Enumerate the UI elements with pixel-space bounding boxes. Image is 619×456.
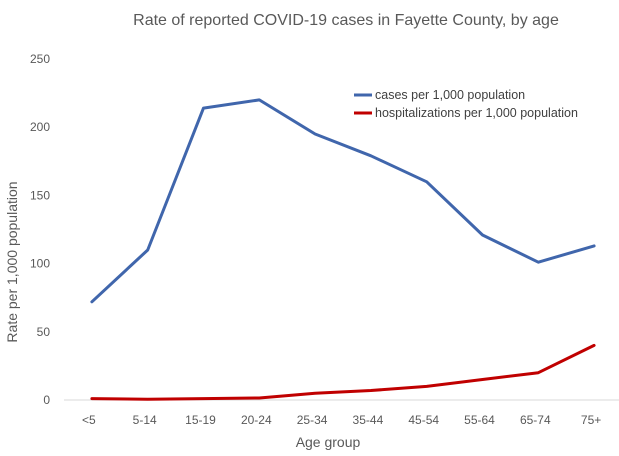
- legend: cases per 1,000 population hospitalizatio…: [354, 88, 578, 120]
- series-lines: [90, 98, 596, 401]
- y-axis-ticks: 0 50 100 150 200 250: [30, 52, 50, 407]
- x-tick-label: 65-74: [520, 413, 551, 427]
- legend-label-0: cases per 1,000 population: [375, 88, 525, 102]
- x-tick-label: 75+: [581, 413, 601, 427]
- y-tick-label: 200: [30, 120, 50, 134]
- legend-label-1: hospitalizations per 1,000 population: [375, 106, 578, 120]
- x-tick-label: 15-19: [185, 413, 216, 427]
- x-tick-label: 35-44: [353, 413, 384, 427]
- y-tick-label: 250: [30, 52, 50, 66]
- y-tick-label: 50: [37, 325, 51, 339]
- x-tick-label: 5-14: [133, 413, 157, 427]
- chart-title: Rate of reported COVID-19 cases in Fayet…: [133, 12, 559, 29]
- series-line-1: [90, 343, 596, 401]
- series-line-0: [90, 98, 596, 304]
- x-axis-ticks: <5 5-14 15-19 20-24 25-34 35-44 45-54 55-64 65-7…: [82, 413, 601, 427]
- y-tick-label: 150: [30, 188, 50, 202]
- y-axis-title: Rate per 1,000 population: [4, 181, 20, 342]
- x-tick-label: 25-34: [297, 413, 328, 427]
- x-axis-title: Age group: [296, 434, 361, 450]
- x-tick-label: 55-64: [464, 413, 495, 427]
- x-tick-label: <5: [82, 413, 96, 427]
- x-tick-label: 45-54: [408, 413, 439, 427]
- y-tick-label: 100: [30, 257, 50, 271]
- y-tick-label: 0: [43, 393, 50, 407]
- x-tick-label: 20-24: [241, 413, 272, 427]
